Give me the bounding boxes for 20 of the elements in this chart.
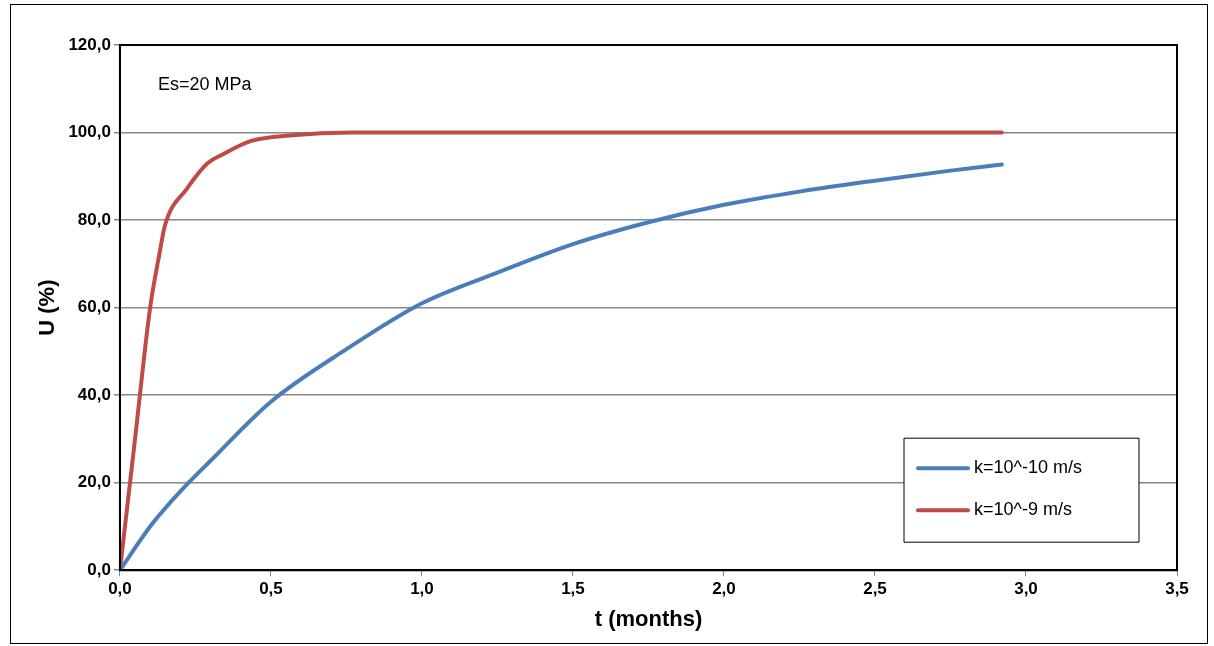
y-tick-label: 100,0 [68, 122, 111, 142]
x-tick-label: 3,0 [1014, 579, 1038, 599]
y-tick-label: 20,0 [77, 472, 111, 492]
x-tick-label: 1,5 [561, 579, 585, 599]
legend-label: k=10^-9 m/s [974, 499, 1072, 520]
y-tick-label: 0,0 [87, 559, 111, 579]
x-tick-label: 0,0 [108, 579, 132, 599]
y-tick-label: 80,0 [77, 209, 111, 229]
x-tick-label: 3,5 [1165, 579, 1189, 599]
x-tick-label: 1,0 [410, 579, 434, 599]
annotation: Es=20 MPa [157, 73, 253, 94]
x-tick-label: 2,0 [712, 579, 736, 599]
y-tick-label: 40,0 [77, 384, 111, 404]
x-axis-title: t (months) [594, 605, 703, 631]
legend-label: k=10^-10 m/s [974, 457, 1082, 478]
x-tick-label: 2,5 [863, 579, 887, 599]
y-axis-title: U (%) [34, 279, 60, 336]
y-tick-label: 120,0 [68, 34, 111, 54]
x-tick-label: 0,5 [259, 579, 283, 599]
y-tick-label: 60,0 [77, 297, 111, 317]
